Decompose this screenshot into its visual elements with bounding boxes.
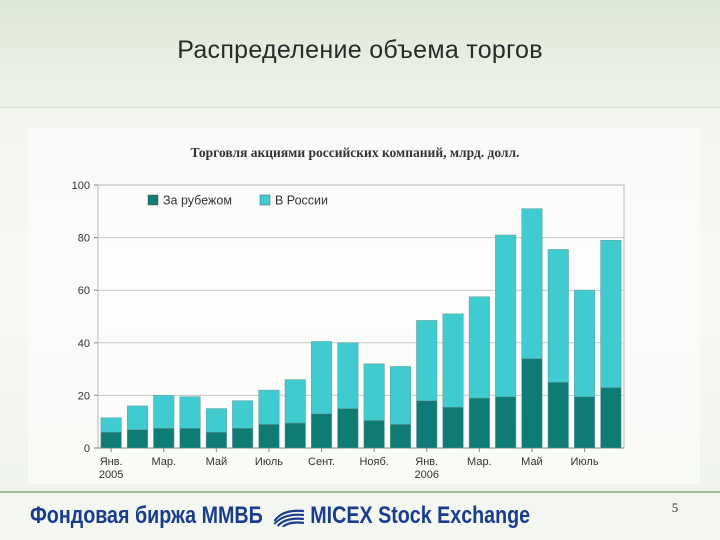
- bar-abroad: [258, 424, 280, 449]
- micex-logo-icon: [273, 505, 306, 527]
- bar-abroad: [232, 428, 254, 449]
- bar-russia: [363, 363, 385, 421]
- footer-divider: [0, 491, 720, 493]
- bar-russia: [258, 389, 280, 425]
- x-tick-label: Мар.: [151, 456, 176, 468]
- x-tick-label: Май: [206, 456, 228, 468]
- bar-russia: [337, 342, 359, 409]
- bar-abroad: [311, 413, 333, 449]
- y-tick-label: 40: [78, 338, 90, 350]
- bar-abroad: [495, 396, 517, 449]
- x-tick-label: Июль: [571, 456, 599, 468]
- x-tick-label: Мар.: [467, 456, 492, 468]
- slide-title: Распределение объема торгов: [177, 36, 543, 64]
- x-tick-label: Янв.: [100, 456, 123, 468]
- y-tick-label: 0: [84, 443, 90, 455]
- y-tick-label: 100: [72, 180, 90, 192]
- bar-russia: [495, 234, 517, 397]
- x-tick-label: 2006: [415, 469, 439, 481]
- plot-area: [97, 184, 625, 449]
- legend-swatch-russia: [259, 194, 271, 206]
- bar-abroad: [547, 382, 569, 449]
- bar-abroad: [600, 387, 622, 449]
- chart-panel: Торговля акциями российских компаний, мл…: [28, 128, 700, 484]
- bar-abroad: [153, 428, 175, 449]
- header-band: [0, 0, 720, 108]
- y-tick-label: 80: [78, 233, 90, 245]
- bar-russia: [232, 400, 254, 429]
- bar-abroad: [100, 431, 122, 449]
- bar-russia: [468, 296, 490, 399]
- bar-russia: [179, 396, 201, 429]
- bar-abroad: [468, 397, 490, 449]
- bar-russia: [389, 366, 411, 425]
- bar-abroad: [337, 408, 359, 449]
- y-tick-label: 60: [78, 285, 90, 297]
- chart-title: Торговля акциями российских компаний, мл…: [191, 145, 520, 160]
- legend-label-abroad: За рубежом: [163, 194, 232, 208]
- brand-name-en: MICEX Stock Exchange: [310, 502, 531, 529]
- x-tick-label: Нояб.: [359, 456, 388, 468]
- bar-abroad: [442, 406, 464, 449]
- x-tick-label: Июль: [255, 456, 283, 468]
- bar-abroad: [284, 422, 306, 449]
- bar-abroad: [126, 429, 148, 449]
- bar-abroad: [416, 400, 438, 449]
- bar-russia: [284, 379, 306, 424]
- legend-swatch-abroad: [147, 194, 159, 206]
- x-tick-label: Май: [521, 456, 543, 468]
- bar-russia: [547, 249, 569, 383]
- bar-russia: [521, 208, 543, 359]
- x-tick-label: 2005: [99, 469, 123, 481]
- bar-russia: [153, 395, 175, 429]
- y-tick-label: 20: [78, 390, 90, 402]
- bar-abroad: [363, 420, 385, 449]
- page-number: 5: [671, 500, 679, 515]
- trading-volume-chart: Торговля акциями российских компаний, мл…: [72, 145, 625, 481]
- bar-russia: [574, 289, 596, 397]
- bar-abroad: [574, 396, 596, 449]
- legend-label-russia: В России: [275, 194, 328, 208]
- bar-russia: [600, 239, 622, 388]
- bar-russia: [311, 341, 333, 415]
- bar-russia: [126, 405, 148, 430]
- x-tick-label: Янв.: [415, 456, 438, 468]
- bar-russia: [416, 320, 438, 401]
- bar-russia: [442, 313, 464, 408]
- bar-abroad: [179, 428, 201, 449]
- brand-name-ru: Фондовая биржа ММВБ: [30, 502, 263, 529]
- bar-abroad: [389, 424, 411, 449]
- brand-logo: Фондовая биржа ММВБ MICEX Stock Exchange: [30, 500, 530, 532]
- bar-abroad: [205, 431, 227, 449]
- bar-russia: [100, 417, 122, 433]
- bar-russia: [205, 408, 227, 433]
- bar-abroad: [521, 358, 543, 449]
- footer: [0, 493, 720, 540]
- x-tick-label: Сент.: [308, 456, 335, 468]
